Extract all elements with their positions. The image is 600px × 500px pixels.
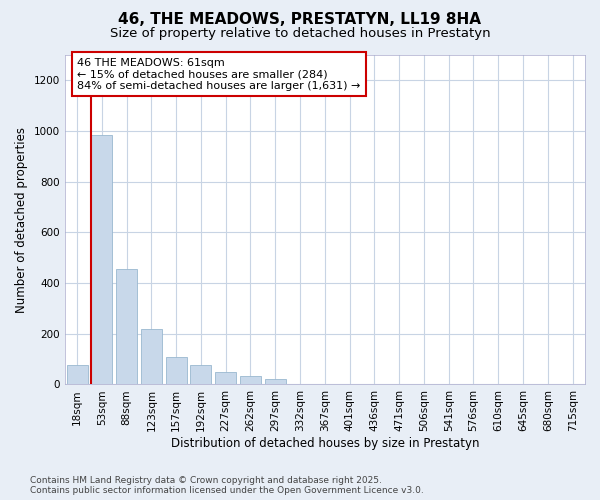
Bar bbox=[91, 135, 112, 384]
Text: Contains HM Land Registry data © Crown copyright and database right 2025.
Contai: Contains HM Land Registry data © Crown c… bbox=[30, 476, 424, 495]
Bar bbox=[67, 366, 88, 384]
Text: Size of property relative to detached houses in Prestatyn: Size of property relative to detached ho… bbox=[110, 28, 490, 40]
X-axis label: Distribution of detached houses by size in Prestatyn: Distribution of detached houses by size … bbox=[170, 437, 479, 450]
Bar bbox=[190, 366, 211, 384]
Y-axis label: Number of detached properties: Number of detached properties bbox=[15, 126, 28, 312]
Bar bbox=[215, 372, 236, 384]
Bar bbox=[265, 380, 286, 384]
Text: 46, THE MEADOWS, PRESTATYN, LL19 8HA: 46, THE MEADOWS, PRESTATYN, LL19 8HA bbox=[119, 12, 482, 28]
Bar bbox=[116, 269, 137, 384]
Bar bbox=[141, 328, 162, 384]
Bar bbox=[240, 376, 261, 384]
Text: 46 THE MEADOWS: 61sqm
← 15% of detached houses are smaller (284)
84% of semi-det: 46 THE MEADOWS: 61sqm ← 15% of detached … bbox=[77, 58, 361, 90]
Bar bbox=[166, 356, 187, 384]
